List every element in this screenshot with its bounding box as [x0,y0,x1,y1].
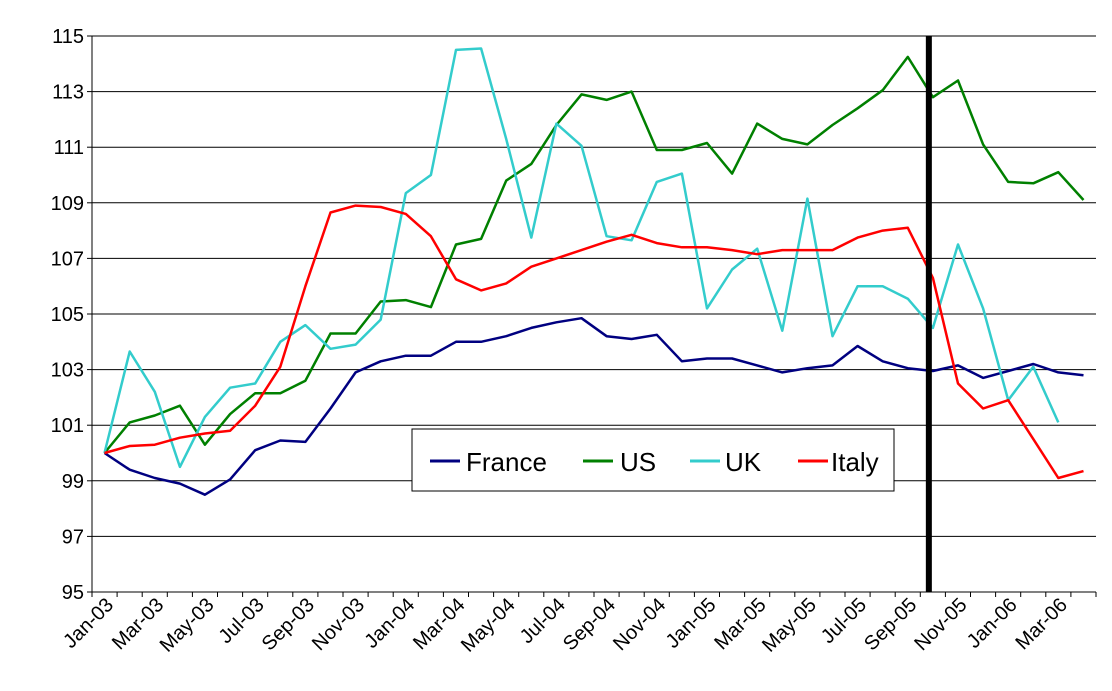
x-tick-label: Sep-05 [860,594,921,655]
x-tick-label: May-04 [457,594,520,657]
legend-label-france: France [466,447,547,477]
y-tick-label: 97 [62,526,84,548]
series-line-uk [103,47,1060,469]
y-tick-label: 109 [51,193,84,215]
y-tick-label: 111 [54,137,84,159]
x-tick-label: Sep-04 [559,594,620,655]
x-tick-label: Mar-06 [1012,594,1072,654]
y-tick-labels: 95 97 99 101 103 105 107 109 111 113 115 [51,26,84,604]
x-tick-label: May-03 [156,594,219,657]
legend-label-italy: Italy [831,447,879,477]
series-line-us [103,55,1085,454]
y-tick-label: 95 [62,582,84,604]
y-tick-label: 105 [51,304,84,326]
series-lines [103,47,1085,496]
y-tick-label: 115 [52,26,84,48]
x-tick-label: Nov-05 [910,594,971,655]
x-tick-label: Nov-03 [308,594,369,655]
y-tick-label: 113 [52,82,84,104]
y-tick-label: 99 [62,471,84,493]
x-tick-label: Jan-04 [360,594,419,653]
legend-label-us: US [620,447,656,477]
series-line-italy [104,204,1084,480]
x-tick-label: Jan-05 [662,594,721,653]
series-line-france [103,316,1084,496]
legend-label-uk: UK [725,447,762,477]
y-tick-label: 107 [51,248,84,270]
x-tick-label: Nov-04 [609,594,670,655]
legend: France US UK Italy [411,428,895,492]
x-tick-label: Jan-06 [963,594,1022,653]
y-tick-label: 103 [51,360,84,382]
x-tick-labels: Jan-03Mar-03May-03Jul-03Sep-03Nov-03Jan-… [59,594,1072,657]
x-tick-label: Sep-03 [258,594,319,655]
y-tick-label: 101 [51,415,84,437]
x-tick-label: May-05 [758,594,821,657]
